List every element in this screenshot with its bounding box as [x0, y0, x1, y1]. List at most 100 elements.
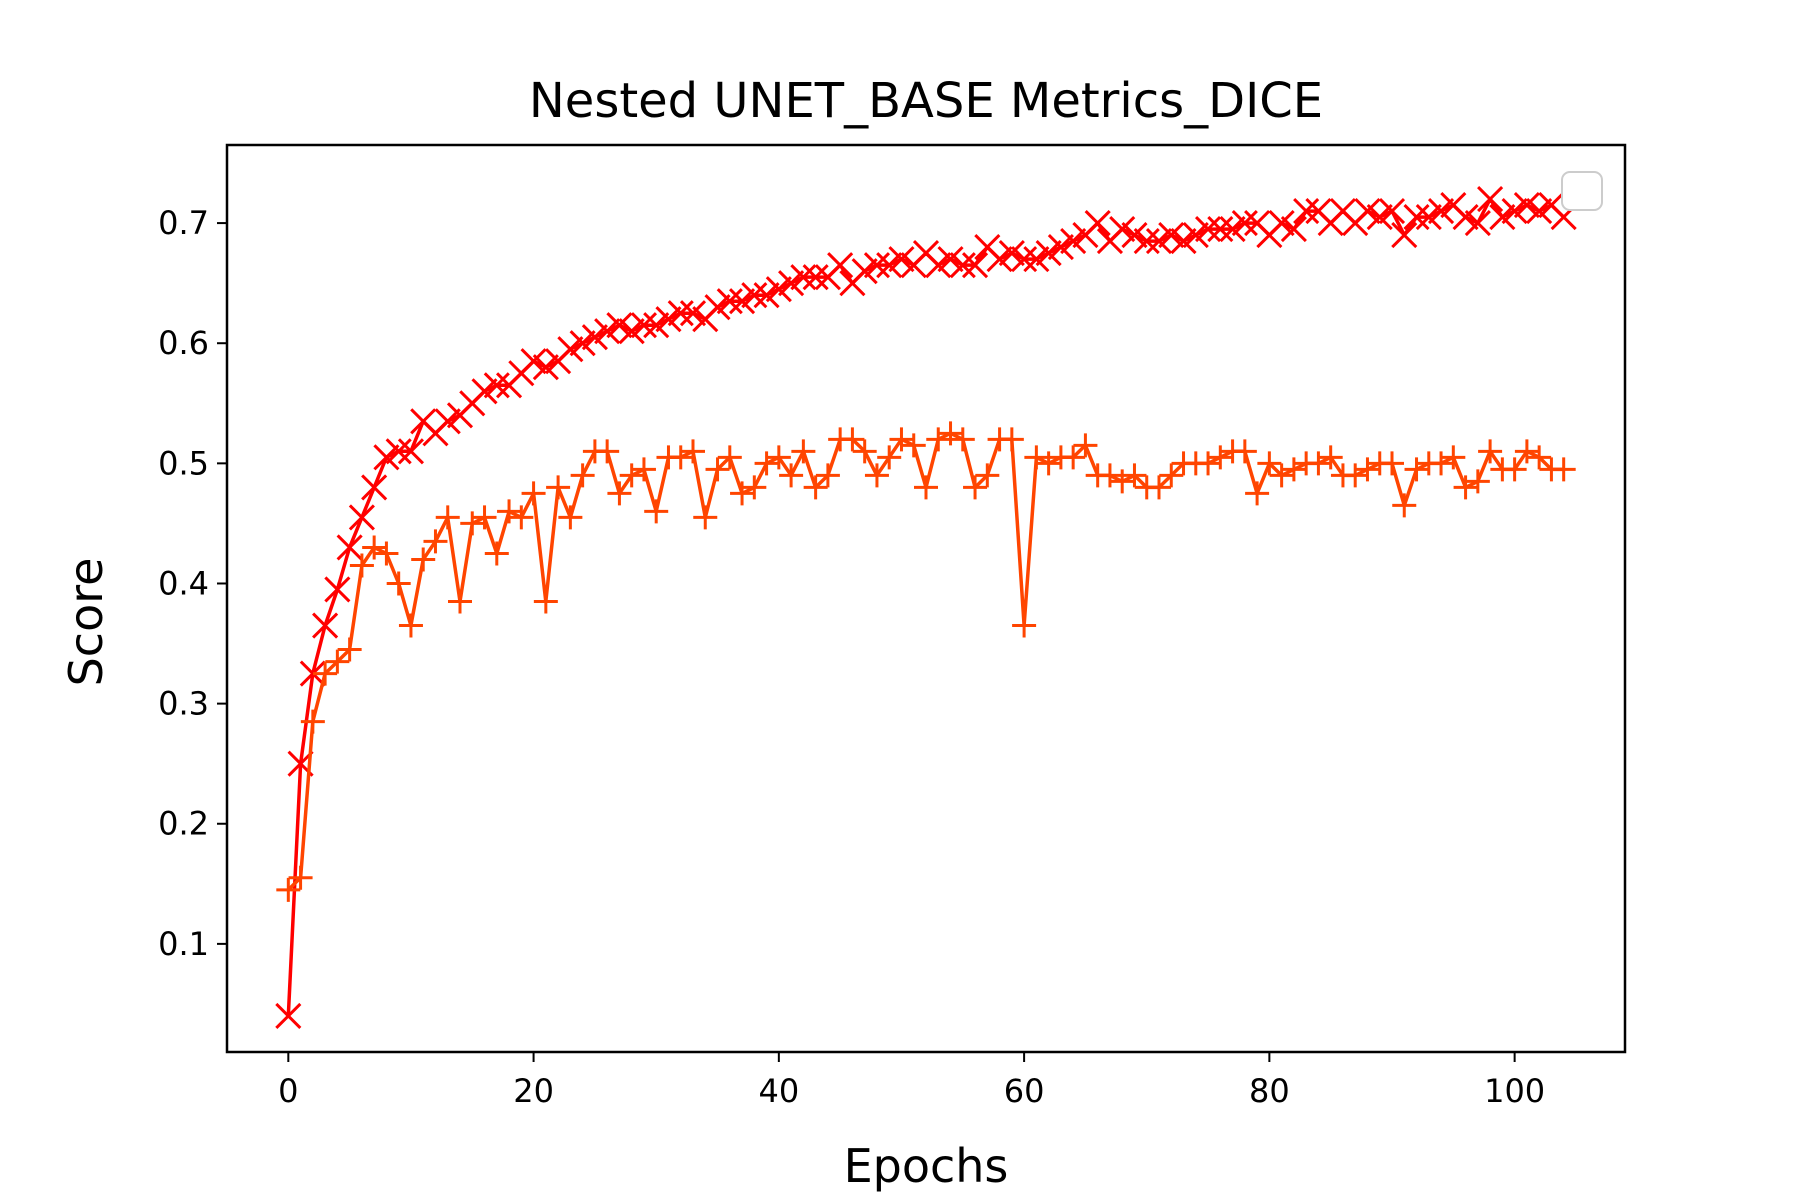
series-2-marker: [950, 427, 975, 452]
series-1-marker: [397, 438, 425, 465]
series-1-marker: [275, 1002, 302, 1030]
series-2-marker: [1122, 463, 1147, 488]
series-1-marker: [716, 288, 743, 315]
series-1-marker: [557, 336, 584, 363]
series-2-line: [286, 431, 1566, 892]
series-2-marker: [779, 463, 804, 488]
series-1-marker: [655, 306, 682, 333]
series-2-marker: [631, 457, 656, 482]
series-2-marker: [791, 439, 816, 464]
series-2: [276, 421, 1576, 902]
chart-title: Nested UNET_BASE Metrics_DICE: [529, 73, 1323, 129]
series-2-marker: [288, 865, 313, 890]
series-2-marker: [1159, 463, 1184, 488]
series-2-marker: [533, 589, 558, 614]
series-2-marker: [558, 505, 583, 530]
series-1-marker: [1366, 204, 1393, 231]
series-2-marker: [546, 475, 571, 500]
series-2-marker: [1502, 457, 1527, 482]
series-2-marker: [472, 505, 497, 530]
series-1-marker: [876, 252, 903, 279]
series-1-marker: [1035, 240, 1062, 267]
series-1-marker: [1219, 216, 1246, 243]
x-tick-label: 100: [1484, 1072, 1545, 1110]
series-2-marker: [717, 445, 742, 470]
series-2-marker: [1147, 475, 1171, 500]
series-2-marker: [1514, 439, 1539, 464]
series-2-marker: [938, 421, 963, 446]
series-2-marker: [460, 511, 485, 536]
series-2-marker: [1478, 439, 1503, 464]
series-1-marker: [594, 318, 621, 345]
series-1-marker: [1464, 210, 1491, 237]
series-1-marker: [643, 312, 670, 339]
series-2-marker: [1429, 451, 1454, 476]
y-tick-label: 0.7: [158, 204, 209, 242]
series-2-marker: [325, 649, 350, 674]
y-tick-label: 0.3: [158, 685, 209, 723]
series-1-marker: [1513, 192, 1540, 219]
series-2-marker: [300, 709, 325, 734]
series-1-marker: [1501, 198, 1528, 225]
y-tick-label: 0.4: [158, 564, 209, 602]
series-2-marker: [1306, 451, 1331, 476]
series-2-marker: [619, 463, 644, 488]
series-2-marker: [742, 475, 767, 500]
series-1-marker: [1477, 185, 1504, 213]
series-2-marker: [313, 661, 338, 686]
series-2-marker: [1196, 451, 1221, 476]
series-2-marker: [1465, 469, 1490, 494]
series-1-marker: [1391, 222, 1418, 249]
series-1-marker: [1268, 210, 1295, 237]
series-2-marker: [435, 505, 460, 530]
series-2-marker: [386, 571, 411, 596]
series-2-marker: [423, 529, 448, 554]
series-1-marker: [998, 240, 1025, 267]
series-2-marker: [926, 427, 951, 452]
series-1-marker: [1133, 228, 1160, 255]
series-2-marker: [889, 427, 914, 452]
series-1-marker: [741, 282, 768, 309]
series-1-marker: [581, 324, 608, 351]
series-2-marker: [693, 505, 718, 530]
series-2-marker: [877, 445, 902, 470]
series-2-marker: [1024, 445, 1049, 470]
series-1-marker: [1207, 216, 1234, 243]
series-1-marker: [299, 660, 326, 687]
series-2-marker: [1269, 463, 1294, 488]
series-1-marker: [434, 408, 461, 435]
series-1-marker: [1047, 234, 1074, 261]
series-1-marker: [1121, 222, 1148, 249]
series-2-marker: [815, 463, 840, 488]
series-2-marker: [570, 463, 595, 488]
legend-box: [1561, 171, 1603, 211]
series-2-marker: [1012, 613, 1037, 638]
series-2-marker: [497, 499, 522, 524]
series-1-marker: [667, 300, 694, 327]
x-tick-label: 60: [1004, 1072, 1045, 1110]
series-2-marker: [521, 481, 546, 506]
series-1-marker: [1109, 216, 1136, 243]
series-1-marker: [949, 252, 976, 279]
series-1-marker: [1084, 210, 1111, 237]
y-tick-label: 0.6: [158, 324, 209, 362]
series-2-marker: [901, 433, 926, 458]
series-1-marker: [1170, 228, 1197, 255]
series-2-marker: [1257, 451, 1282, 476]
series-2-marker: [803, 475, 828, 500]
series-2-marker: [1355, 457, 1380, 482]
series-1-marker: [373, 444, 400, 471]
series-1: [275, 185, 1577, 1030]
series-2-marker: [705, 457, 730, 482]
series-2-marker: [963, 475, 988, 500]
series-1-marker: [778, 270, 805, 297]
series-1-marker: [336, 534, 363, 561]
series-1-marker: [1526, 198, 1553, 225]
series-2-marker: [1208, 445, 1233, 470]
series-2-marker: [484, 541, 509, 566]
series-1-marker: [1378, 198, 1406, 225]
series-2-marker: [1392, 493, 1417, 518]
series-1-marker: [1158, 222, 1185, 249]
series-1-marker: [1280, 216, 1307, 243]
series-2-marker: [1343, 463, 1368, 488]
